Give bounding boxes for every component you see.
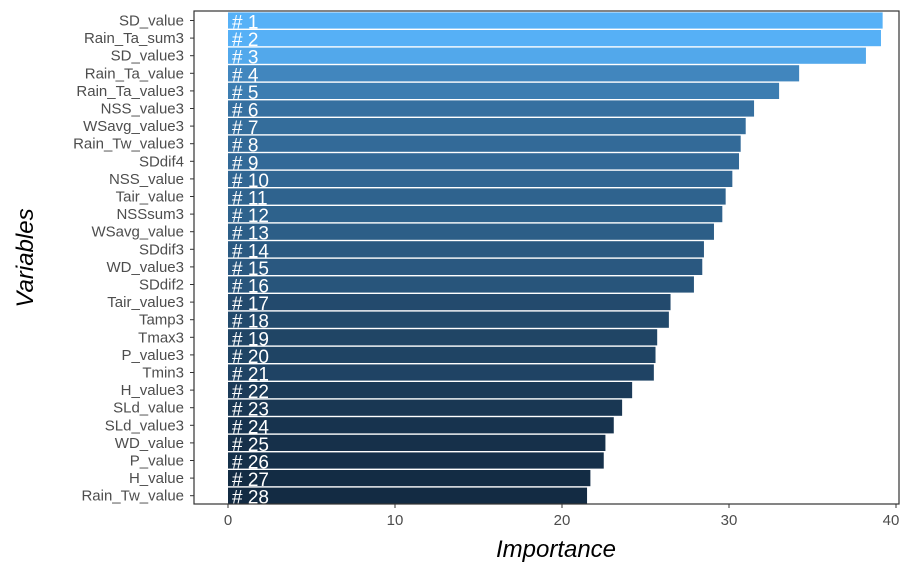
bar-SLd_value3 xyxy=(228,417,614,434)
y-tick-label: NSSsum3 xyxy=(116,206,184,223)
y-tick-label: Rain_Ta_value3 xyxy=(76,83,184,100)
x-tick-label: 10 xyxy=(387,512,404,529)
x-tick-label: 40 xyxy=(883,512,900,529)
panel-border xyxy=(193,10,900,505)
y-tick-label: SD_value3 xyxy=(111,48,184,65)
bar-rank-label: # 23 xyxy=(232,400,269,421)
bar-rank-label: # 12 xyxy=(232,206,269,227)
bar-Rain_Ta_value3 xyxy=(228,82,780,99)
bar-SD_value xyxy=(228,12,883,29)
bar-P_value3 xyxy=(228,346,656,363)
bar-H_value xyxy=(228,470,591,487)
y-tick-label: Rain_Tw_value xyxy=(81,488,184,505)
bar-NSSsum3 xyxy=(228,206,723,223)
bar-rank-label: # 26 xyxy=(232,453,269,474)
y-tick-label: WSavg_value xyxy=(91,224,184,241)
bar-rank-label: # 28 xyxy=(232,488,269,509)
bar-Tair_value xyxy=(228,188,726,205)
bar-Rain_Tw_value xyxy=(228,487,588,504)
bar-rank-label: # 21 xyxy=(232,365,269,386)
bar-rank-label: # 5 xyxy=(232,83,258,104)
y-tick-label: SLd_value xyxy=(113,400,184,417)
bar-rank-label: # 17 xyxy=(232,294,269,315)
y-tick-label: SDdif4 xyxy=(139,153,184,170)
y-tick-label: Rain_Ta_value xyxy=(85,65,184,82)
bar-WSavg_value xyxy=(228,223,714,240)
x-tick-label: 20 xyxy=(554,512,571,529)
x-axis-ticks: 0 10 20 30 40 xyxy=(224,504,900,529)
y-tick-label: P_value3 xyxy=(121,347,184,364)
bar-SD_value3 xyxy=(228,47,866,64)
bar-Rain_Ta_sum3 xyxy=(228,30,881,47)
y-tick-label: SDdif2 xyxy=(139,277,184,294)
bar-rank-label: # 22 xyxy=(232,382,269,403)
bar-rank-label: # 19 xyxy=(232,329,269,350)
y-tick-label: WD_value xyxy=(115,435,184,452)
bar-rank-label: # 25 xyxy=(232,435,269,456)
bar-rank-label: # 20 xyxy=(232,347,269,368)
y-tick-label: SD_value xyxy=(119,13,184,30)
bar-rank-label: # 1 xyxy=(232,13,258,34)
bar-rank-label: # 27 xyxy=(232,470,269,491)
bar-rank-label: # 10 xyxy=(232,171,269,192)
bar-Tmax3 xyxy=(228,329,658,346)
bar-rank-label: # 15 xyxy=(232,259,269,280)
bar-NSS_value xyxy=(228,170,733,187)
y-tick-label: H_value3 xyxy=(121,382,184,399)
y-axis-ticks: SD_valueRain_Ta_sum3SD_value3Rain_Ta_val… xyxy=(73,13,194,505)
bar-Tair_value3 xyxy=(228,294,671,311)
bar-rank-label: # 13 xyxy=(232,224,269,245)
y-axis-title: Variables xyxy=(12,208,39,307)
x-tick-label: 30 xyxy=(721,512,738,529)
y-tick-label: WD_value3 xyxy=(106,259,184,276)
rank-labels-layer: # 1# 2# 3# 4# 5# 6# 7# 8# 9# 10# 11# 12#… xyxy=(232,13,269,509)
bar-rank-label: # 14 xyxy=(232,241,269,262)
bar-P_value xyxy=(228,452,604,469)
y-tick-label: Rain_Ta_sum3 xyxy=(84,30,184,47)
y-tick-label: SDdif3 xyxy=(139,241,184,258)
y-tick-label: Rain_Tw_value3 xyxy=(73,136,184,153)
y-tick-label: H_value xyxy=(129,470,184,487)
bar-SDdif2 xyxy=(228,276,694,293)
bar-rank-label: # 2 xyxy=(232,30,258,51)
bar-H_value3 xyxy=(228,382,633,399)
bar-rank-label: # 9 xyxy=(232,153,258,174)
y-tick-label: Tair_value3 xyxy=(107,294,184,311)
bar-rank-label: # 24 xyxy=(232,417,269,438)
bar-rank-label: # 18 xyxy=(232,312,269,333)
bar-rank-label: # 7 xyxy=(232,118,258,139)
bar-rank-label: # 16 xyxy=(232,277,269,298)
bars-layer xyxy=(228,12,883,504)
bar-SDdif3 xyxy=(228,241,704,258)
x-tick-label: 0 xyxy=(224,512,232,529)
y-tick-label: NSS_value xyxy=(109,171,184,188)
bar-Rain_Tw_value3 xyxy=(228,135,741,152)
y-tick-label: Tamp3 xyxy=(139,312,184,329)
bar-rank-label: # 4 xyxy=(232,65,259,86)
bar-Tmin3 xyxy=(228,364,654,381)
y-tick-label: Tmax3 xyxy=(138,329,184,346)
bar-Tamp3 xyxy=(228,311,669,328)
y-tick-label: NSS_value3 xyxy=(101,101,184,118)
bar-WD_value3 xyxy=(228,258,703,275)
y-tick-label: Tmin3 xyxy=(142,365,184,382)
bar-Rain_Ta_value xyxy=(228,65,800,82)
bar-SDdif4 xyxy=(228,153,740,170)
bar-rank-label: # 6 xyxy=(232,101,258,122)
bar-WSavg_value3 xyxy=(228,118,746,135)
x-axis-title: Importance xyxy=(496,536,616,563)
bar-WD_value xyxy=(228,434,606,451)
bar-rank-label: # 11 xyxy=(232,189,268,210)
y-tick-label: WSavg_value3 xyxy=(83,118,184,135)
bar-rank-label: # 8 xyxy=(232,136,258,157)
y-tick-label: Tair_value xyxy=(116,189,184,206)
y-tick-label: SLd_value3 xyxy=(105,417,184,434)
bar-rank-label: # 3 xyxy=(232,48,258,69)
bar-NSS_value3 xyxy=(228,100,755,117)
bar-SLd_value xyxy=(228,399,623,416)
y-tick-label: P_value xyxy=(130,453,184,470)
